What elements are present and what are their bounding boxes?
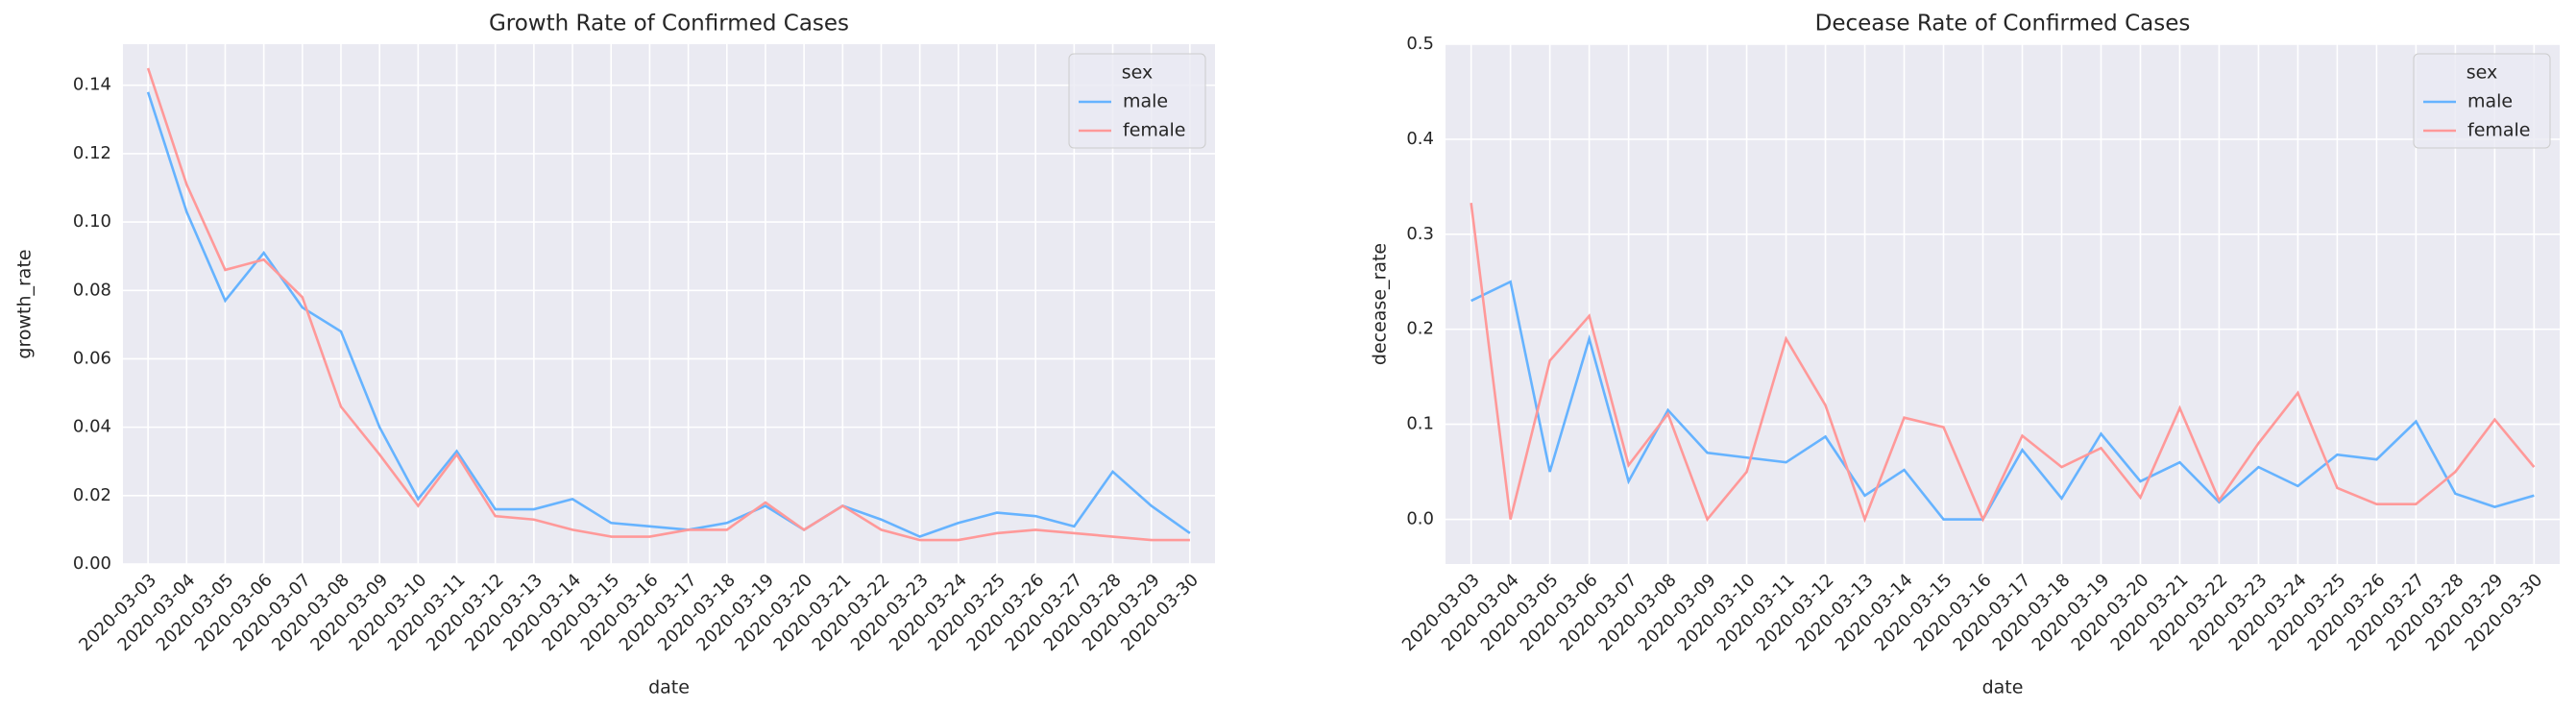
legend-label: female <box>2467 120 2531 141</box>
x-axis-label: date <box>648 677 690 699</box>
series-line <box>146 91 1191 538</box>
y-tick-label: 0.4 <box>1406 129 1434 149</box>
chart-title: Growth Rate of Confirmed Cases <box>489 12 849 37</box>
legend-label: male <box>1123 91 1168 112</box>
y-axis-label: growth_rate <box>14 249 36 358</box>
y-tick-label: 0.2 <box>1406 319 1434 339</box>
y-tick-label: 0.08 <box>73 280 111 300</box>
y-tick-label: 0.12 <box>73 143 111 163</box>
y-tick-label: 0.3 <box>1406 224 1434 244</box>
series-line <box>1470 203 2536 524</box>
y-tick-label: 0.04 <box>73 417 111 437</box>
legend-label: female <box>1123 120 1186 141</box>
y-tick-label: 0.1 <box>1406 414 1434 434</box>
y-tick-label: 0.14 <box>73 75 111 95</box>
y-tick-label: 0.10 <box>73 211 111 232</box>
series-line <box>1470 280 2535 521</box>
plot-background <box>123 44 1215 564</box>
series-line <box>146 67 1190 542</box>
y-tick-label: 0.5 <box>1406 34 1434 54</box>
legend-label: male <box>2467 91 2513 112</box>
legend-box <box>2413 53 2551 149</box>
chart-title: Decease Rate of Confirmed Cases <box>1815 12 2191 37</box>
y-tick-label: 0.02 <box>73 485 111 505</box>
y-tick-label: 0.00 <box>73 553 111 574</box>
y-axis-label: decease_rate <box>1370 243 1391 365</box>
y-tick-label: 0.0 <box>1406 509 1434 529</box>
legend-title: sex <box>2467 62 2498 84</box>
x-axis-label: date <box>1982 677 2024 699</box>
legend-box <box>1068 53 1206 149</box>
legend-title: sex <box>1122 62 1154 84</box>
y-tick-label: 0.06 <box>73 348 111 368</box>
